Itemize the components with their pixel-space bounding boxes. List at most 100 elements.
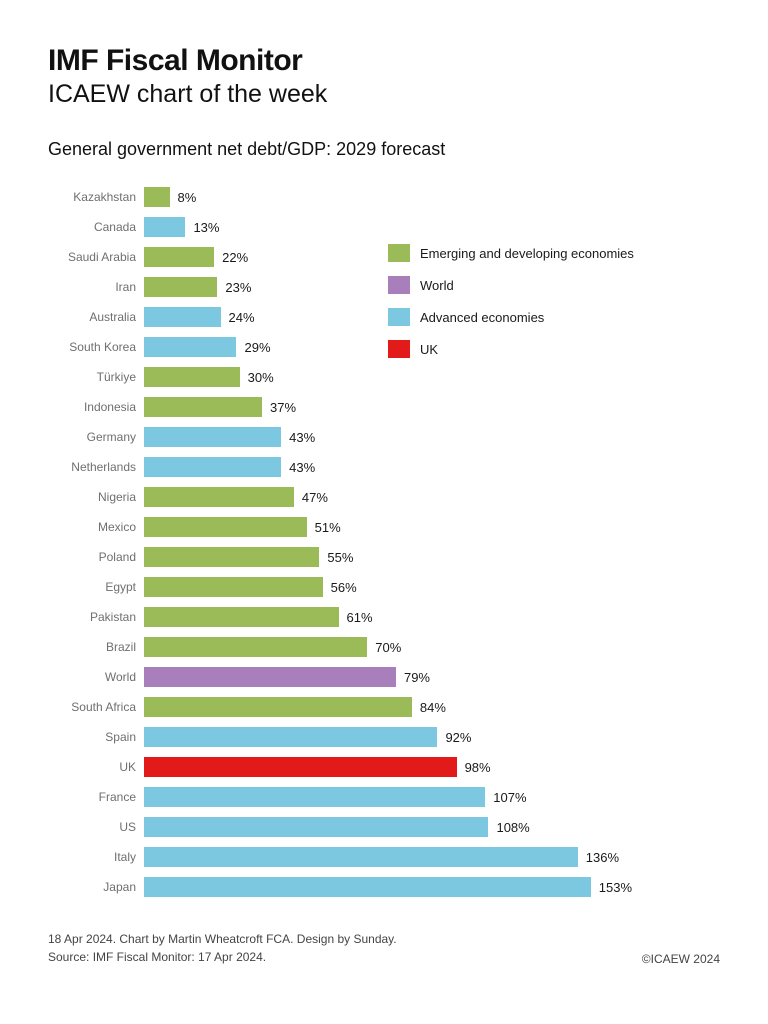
y-axis-label: UK — [48, 760, 144, 774]
chart-title: General government net debt/GDP: 2029 fo… — [48, 139, 720, 160]
legend-swatch — [388, 308, 410, 326]
bar-wrap: 56% — [144, 577, 632, 597]
footer: 18 Apr 2024. Chart by Martin Wheatcroft … — [48, 930, 720, 966]
bar-row: Spain 92% — [48, 722, 720, 752]
bar — [144, 337, 236, 357]
value-label: 79% — [404, 670, 430, 685]
bar-wrap: 107% — [144, 787, 632, 807]
bar-row: Netherlands 43% — [48, 452, 720, 482]
bar-row: South Africa84% — [48, 692, 720, 722]
bar-wrap: 51% — [144, 517, 632, 537]
bar-row: US108% — [48, 812, 720, 842]
legend-item: UK — [388, 340, 634, 358]
bar-wrap: 37% — [144, 397, 632, 417]
bar — [144, 787, 485, 807]
value-label: 8% — [178, 190, 197, 205]
y-axis-label: Saudi Arabia — [48, 250, 144, 264]
y-axis-label: Poland — [48, 550, 144, 564]
value-label: 153% — [599, 880, 632, 895]
bar-row: Egypt56% — [48, 572, 720, 602]
y-axis-label: South Korea — [48, 340, 144, 354]
value-label: 108% — [496, 820, 529, 835]
value-label: 43% — [289, 430, 315, 445]
y-axis-label: Canada — [48, 220, 144, 234]
footer-line-1: 18 Apr 2024. Chart by Martin Wheatcroft … — [48, 930, 397, 948]
bar — [144, 877, 591, 897]
value-label: 13% — [193, 220, 219, 235]
bar — [144, 457, 281, 477]
bar-row: Brazil70% — [48, 632, 720, 662]
bar-row: UK98% — [48, 752, 720, 782]
legend-swatch — [388, 276, 410, 294]
bar — [144, 307, 221, 327]
bar-row: Poland 55% — [48, 542, 720, 572]
bar-row: Türkiye30% — [48, 362, 720, 392]
value-label: 70% — [375, 640, 401, 655]
y-axis-label: Egypt — [48, 580, 144, 594]
bar — [144, 547, 319, 567]
bar — [144, 247, 214, 267]
bar-wrap: 98% — [144, 757, 632, 777]
y-axis-label: Australia — [48, 310, 144, 324]
bar-wrap: 8% — [144, 187, 632, 207]
legend-item: Emerging and developing economies — [388, 244, 634, 262]
bar-row: Germany43% — [48, 422, 720, 452]
bar-wrap: 43% — [144, 457, 632, 477]
y-axis-label: Japan — [48, 880, 144, 894]
bar — [144, 667, 396, 687]
bar-row: Kazakhstan 8% — [48, 182, 720, 212]
value-label: 24% — [229, 310, 255, 325]
y-axis-label: France — [48, 790, 144, 804]
bar-row: Canada 13% — [48, 212, 720, 242]
legend-label: Advanced economies — [420, 310, 544, 325]
bar-row: France107% — [48, 782, 720, 812]
bar-row: Mexico51% — [48, 512, 720, 542]
bar — [144, 817, 488, 837]
bar — [144, 757, 457, 777]
bar — [144, 187, 170, 207]
value-label: 92% — [445, 730, 471, 745]
y-axis-label: Türkiye — [48, 370, 144, 384]
y-axis-label: Nigeria — [48, 490, 144, 504]
value-label: 43% — [289, 460, 315, 475]
y-axis-label: Italy — [48, 850, 144, 864]
bar-row: Nigeria 47% — [48, 482, 720, 512]
value-label: 61% — [347, 610, 373, 625]
footer-line-2: Source: IMF Fiscal Monitor: 17 Apr 2024. — [48, 948, 397, 966]
bar-row: Italy 136% — [48, 842, 720, 872]
bar-wrap: 79% — [144, 667, 632, 687]
page-root: IMF Fiscal Monitor ICAEW chart of the we… — [0, 0, 768, 996]
y-axis-label: Iran — [48, 280, 144, 294]
value-label: 37% — [270, 400, 296, 415]
legend-swatch — [388, 340, 410, 358]
legend-item: World — [388, 276, 634, 294]
y-axis-label: Kazakhstan — [48, 190, 144, 204]
bar — [144, 727, 437, 747]
bar — [144, 367, 240, 387]
bar-wrap: 153% — [144, 877, 632, 897]
value-label: 29% — [244, 340, 270, 355]
bar — [144, 517, 307, 537]
bar-wrap: 61% — [144, 607, 632, 627]
bar — [144, 607, 339, 627]
bar-row: Pakistan61% — [48, 602, 720, 632]
value-label: 84% — [420, 700, 446, 715]
y-axis-label: World — [48, 670, 144, 684]
value-label: 136% — [586, 850, 619, 865]
bar — [144, 487, 294, 507]
legend-swatch — [388, 244, 410, 262]
bar-wrap: 108% — [144, 817, 632, 837]
bar — [144, 697, 412, 717]
y-axis-label: Spain — [48, 730, 144, 744]
bar-wrap: 30% — [144, 367, 632, 387]
title: IMF Fiscal Monitor — [48, 44, 720, 78]
y-axis-label: Netherlands — [48, 460, 144, 474]
value-label: 55% — [327, 550, 353, 565]
value-label: 47% — [302, 490, 328, 505]
value-label: 22% — [222, 250, 248, 265]
legend-item: Advanced economies — [388, 308, 634, 326]
bar-wrap: 55% — [144, 547, 632, 567]
bar-wrap: 92% — [144, 727, 632, 747]
bar-row: Indonesia37% — [48, 392, 720, 422]
bar — [144, 217, 185, 237]
